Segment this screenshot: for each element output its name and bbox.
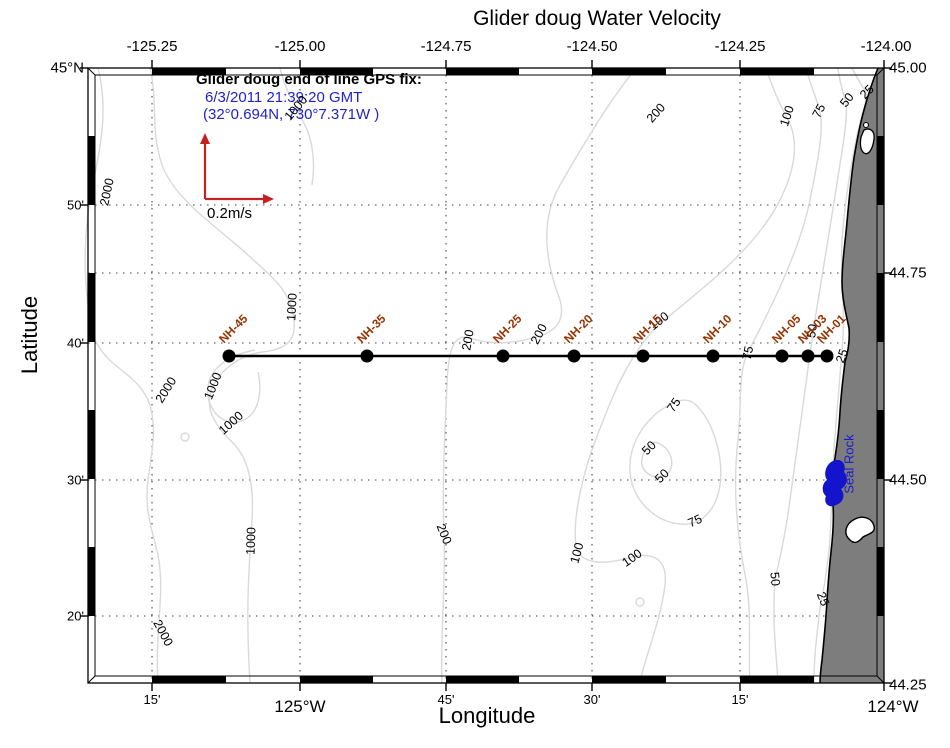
top-tick-label: -125.25 xyxy=(126,38,178,55)
contour-label: 1000 xyxy=(243,526,259,556)
station-dot xyxy=(222,349,236,363)
right-tick-label: 44.50 xyxy=(889,471,927,489)
station-dot xyxy=(360,349,374,363)
lake xyxy=(845,516,876,544)
top-tick-label: -124.00 xyxy=(860,38,912,55)
coastline xyxy=(819,67,879,684)
gps-fix-timestamp: 6/3/2011 21:39:20 GMT xyxy=(205,89,363,106)
bathymetry-contours xyxy=(84,67,867,684)
bottom-tick-label: 15' xyxy=(731,692,749,707)
station-dot xyxy=(801,349,815,363)
bottom-tick-label: 45' xyxy=(437,692,455,707)
station-dot xyxy=(636,349,650,363)
top-tick-label: -124.25 xyxy=(714,38,766,55)
scale-arrowhead-right xyxy=(263,194,274,204)
left-tick-label: 45°N xyxy=(50,59,84,77)
tick-marks xyxy=(80,60,892,691)
seal-rock-label: Seal Rock xyxy=(841,434,857,494)
estuary xyxy=(859,128,875,155)
station-dots xyxy=(222,349,834,363)
frame-segments xyxy=(88,68,884,683)
plot-title: Glider doug Water Velocity xyxy=(473,7,721,30)
right-tick-label: 45.00 xyxy=(889,59,927,77)
bottom-tick-label: 124°W xyxy=(867,697,919,716)
bottom-tick-label: 125°W xyxy=(274,697,326,716)
top-tick-label: -124.50 xyxy=(566,38,618,55)
scale-arrowhead-up xyxy=(200,133,210,144)
scale-arrows xyxy=(200,133,274,204)
contour-label: 75 xyxy=(739,344,757,362)
top-tick-label: -124.75 xyxy=(420,38,472,55)
left-tick-label: 20' xyxy=(67,608,84,624)
y-axis-label: Latitude xyxy=(17,295,42,375)
top-tick-label: -125.00 xyxy=(274,38,326,55)
bottom-tick-label: 15' xyxy=(143,692,161,707)
graticule xyxy=(88,68,884,683)
left-tick-label: 40' xyxy=(67,335,84,351)
station-dot xyxy=(496,349,510,363)
contour-label: 1000 xyxy=(284,292,300,322)
station-dot xyxy=(775,349,789,363)
left-tick-label: 50' xyxy=(67,197,84,213)
contour-label: 50 xyxy=(767,571,783,587)
left-tick-label: 30' xyxy=(67,472,84,488)
gps-fix-position: (32°0.694N, 730°7.371W ) xyxy=(203,106,380,123)
station-dot xyxy=(820,349,834,363)
station-dot xyxy=(706,349,720,363)
land xyxy=(819,67,884,684)
glider-fix-cluster xyxy=(822,459,847,507)
right-tick-label: 44.25 xyxy=(889,676,927,694)
gps-fix-heading: Glider doug end of line GPS fix: xyxy=(196,71,422,88)
x-axis-label: Longitude xyxy=(438,703,536,728)
bottom-tick-label: 30' xyxy=(583,692,601,707)
map-frame xyxy=(80,60,892,691)
estuary-inlet xyxy=(862,121,870,129)
station-dot xyxy=(567,349,581,363)
right-tick-label: 44.75 xyxy=(889,264,927,282)
velocity-scale-label: 0.2m/s xyxy=(207,205,253,222)
